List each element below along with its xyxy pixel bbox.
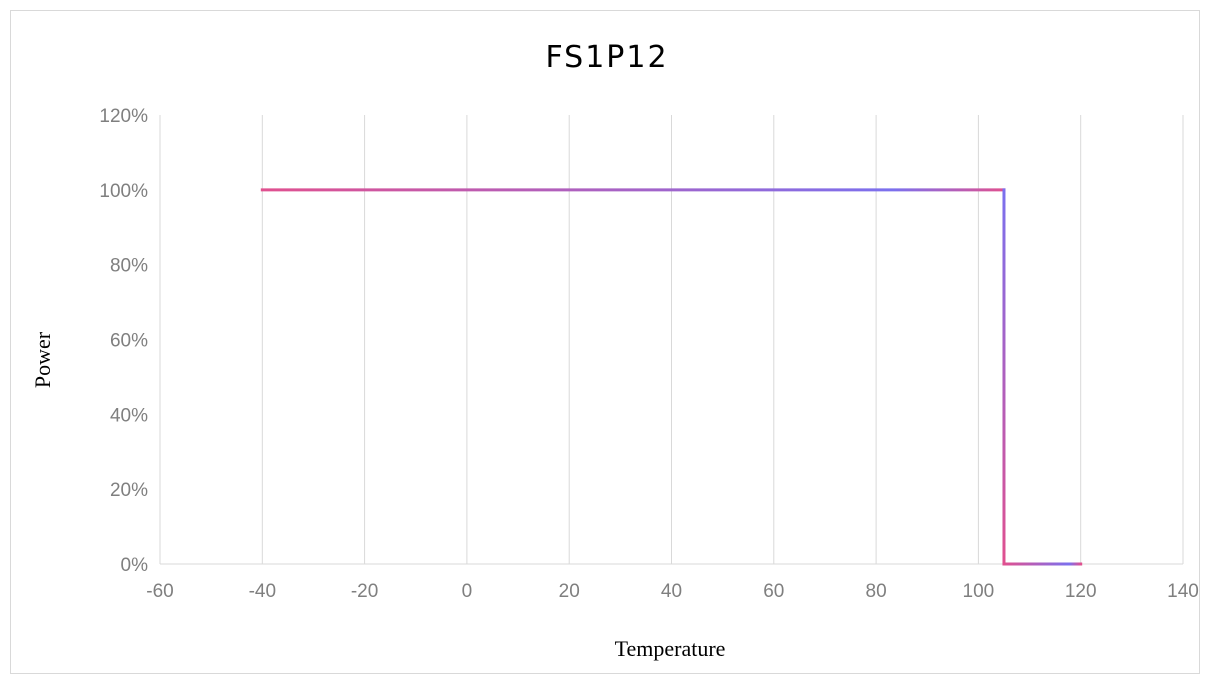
chart-frame <box>10 10 1200 674</box>
x-tick-label: 140 <box>1167 581 1199 602</box>
x-tick-label: 20 <box>559 581 580 602</box>
grid <box>159 115 1184 565</box>
y-tick-label: 100% <box>99 181 148 202</box>
x-tick-label: 60 <box>763 581 784 602</box>
chart-title: FS1P12 <box>545 40 668 75</box>
x-tick-labels: -60 -40 -20 0 20 40 60 80 100 120 140 <box>146 581 1199 602</box>
series-layer <box>260 188 1083 566</box>
x-tick-label: -40 <box>249 581 276 602</box>
y-tick-label: 0% <box>121 555 149 576</box>
x-axis-label: Temperature <box>615 636 726 661</box>
y-tick-label: 120% <box>99 106 148 127</box>
y-tick-labels: 0% 20% 40% 60% 80% 100% 120% <box>99 106 148 576</box>
y-tick-label: 80% <box>110 256 148 277</box>
x-tick-label: -20 <box>351 581 378 602</box>
y-tick-label: 60% <box>110 331 148 352</box>
x-tick-label: 0 <box>462 581 473 602</box>
x-tick-label: 80 <box>866 581 887 602</box>
x-tick-label: 100 <box>963 581 995 602</box>
y-tick-label: 40% <box>110 405 148 426</box>
y-tick-label: 20% <box>110 480 148 501</box>
x-tick-label: -60 <box>146 581 173 602</box>
x-tick-label: 40 <box>661 581 682 602</box>
y-axis-label: Power <box>30 331 55 388</box>
x-tick-label: 120 <box>1065 581 1097 602</box>
